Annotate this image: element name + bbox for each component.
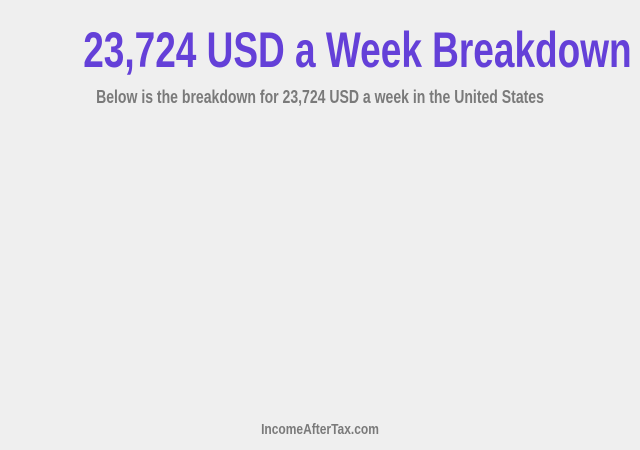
- page-title: 23,724 USD a Week Breakdown: [83, 22, 632, 78]
- site-credit: IncomeAfterTax.com: [261, 421, 379, 438]
- page-subtitle: Below is the breakdown for 23,724 USD a …: [96, 87, 544, 107]
